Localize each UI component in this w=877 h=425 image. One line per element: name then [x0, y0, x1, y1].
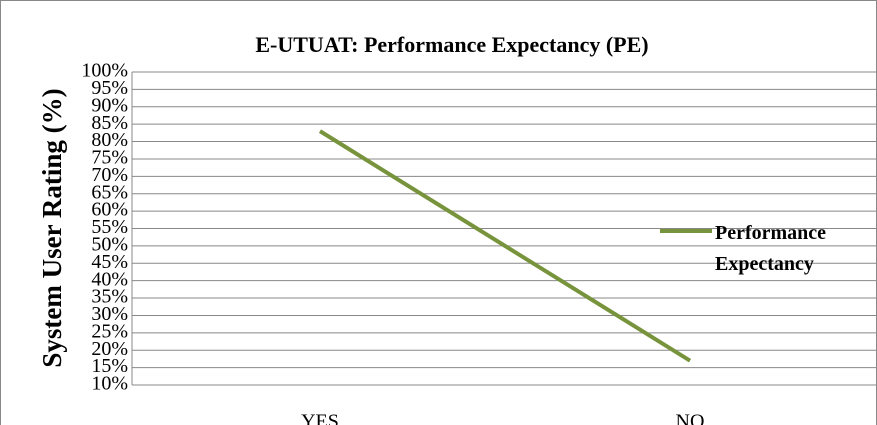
legend-label: Performance Expectancy — [715, 222, 827, 275]
y-tick-label: 90% — [91, 94, 128, 116]
series-line — [318, 129, 692, 363]
y-tick-label: 40% — [91, 268, 128, 290]
y-tick-label: 35% — [91, 286, 128, 308]
y-tick-label: 80% — [91, 129, 128, 151]
y-tick-label: 70% — [91, 164, 128, 186]
y-tick-label: 10% — [91, 373, 128, 395]
y-tick-label: 15% — [91, 355, 128, 377]
y-tick-label: 25% — [91, 320, 128, 342]
x-tick-label: NO — [676, 411, 705, 425]
y-tick-label: 100% — [81, 60, 128, 82]
y-tick-label: 45% — [91, 251, 128, 273]
y-tick-label: 65% — [91, 181, 128, 203]
y-axis-title: System User Rating (%) — [37, 88, 67, 367]
y-tick-label: 20% — [91, 338, 128, 360]
y-tick-label: 75% — [91, 147, 128, 169]
x-tick-label: YES — [301, 411, 339, 425]
y-tick-label: 60% — [91, 199, 128, 221]
y-tick-label: 55% — [91, 216, 128, 238]
y-tick-label: 95% — [91, 77, 128, 99]
y-tick-label: 50% — [91, 233, 128, 255]
y-tick-label: 30% — [91, 303, 128, 325]
chart-title: E-UTUAT: Performance Expectancy (PE) — [255, 32, 648, 57]
y-tick-label: 85% — [91, 112, 128, 134]
